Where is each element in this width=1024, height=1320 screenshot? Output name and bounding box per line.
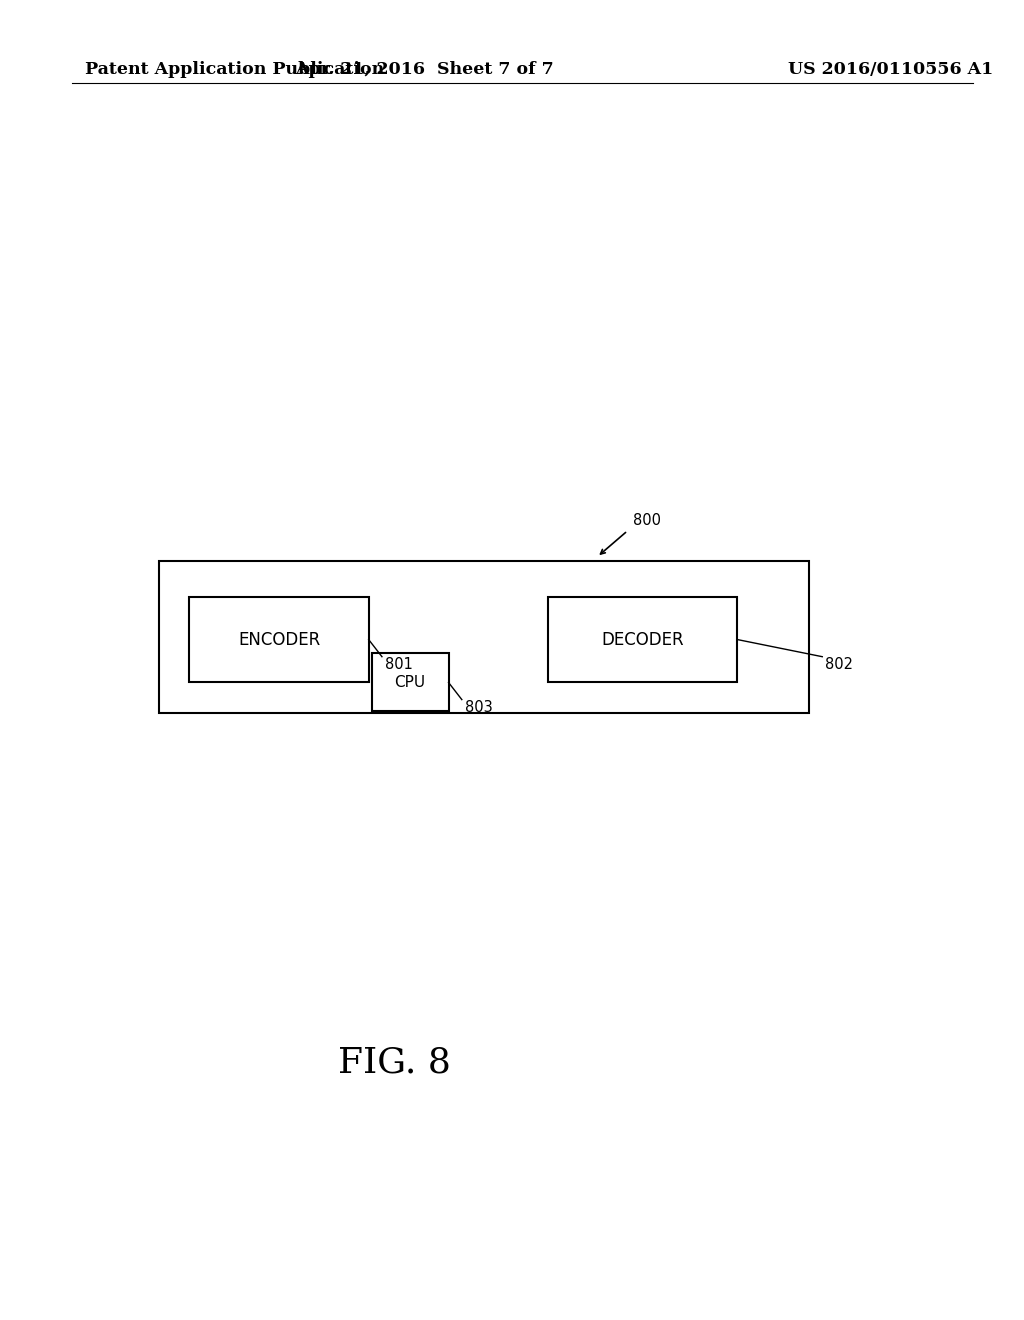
Text: US 2016/0110556 A1: US 2016/0110556 A1: [788, 62, 993, 78]
Text: CPU: CPU: [394, 675, 426, 690]
Text: ENCODER: ENCODER: [238, 631, 321, 648]
Bar: [372, 653, 449, 711]
Text: 800: 800: [633, 513, 660, 528]
Text: Patent Application Publication: Patent Application Publication: [85, 62, 384, 78]
Text: 802: 802: [825, 657, 853, 672]
Text: 803: 803: [465, 700, 493, 714]
Text: Apr. 21, 2016  Sheet 7 of 7: Apr. 21, 2016 Sheet 7 of 7: [296, 62, 554, 78]
Bar: [548, 597, 737, 682]
Text: FIG. 8: FIG. 8: [338, 1045, 451, 1080]
Text: DECODER: DECODER: [601, 631, 684, 648]
Bar: [189, 597, 369, 682]
Text: 801: 801: [385, 657, 413, 672]
Bar: [159, 561, 809, 713]
